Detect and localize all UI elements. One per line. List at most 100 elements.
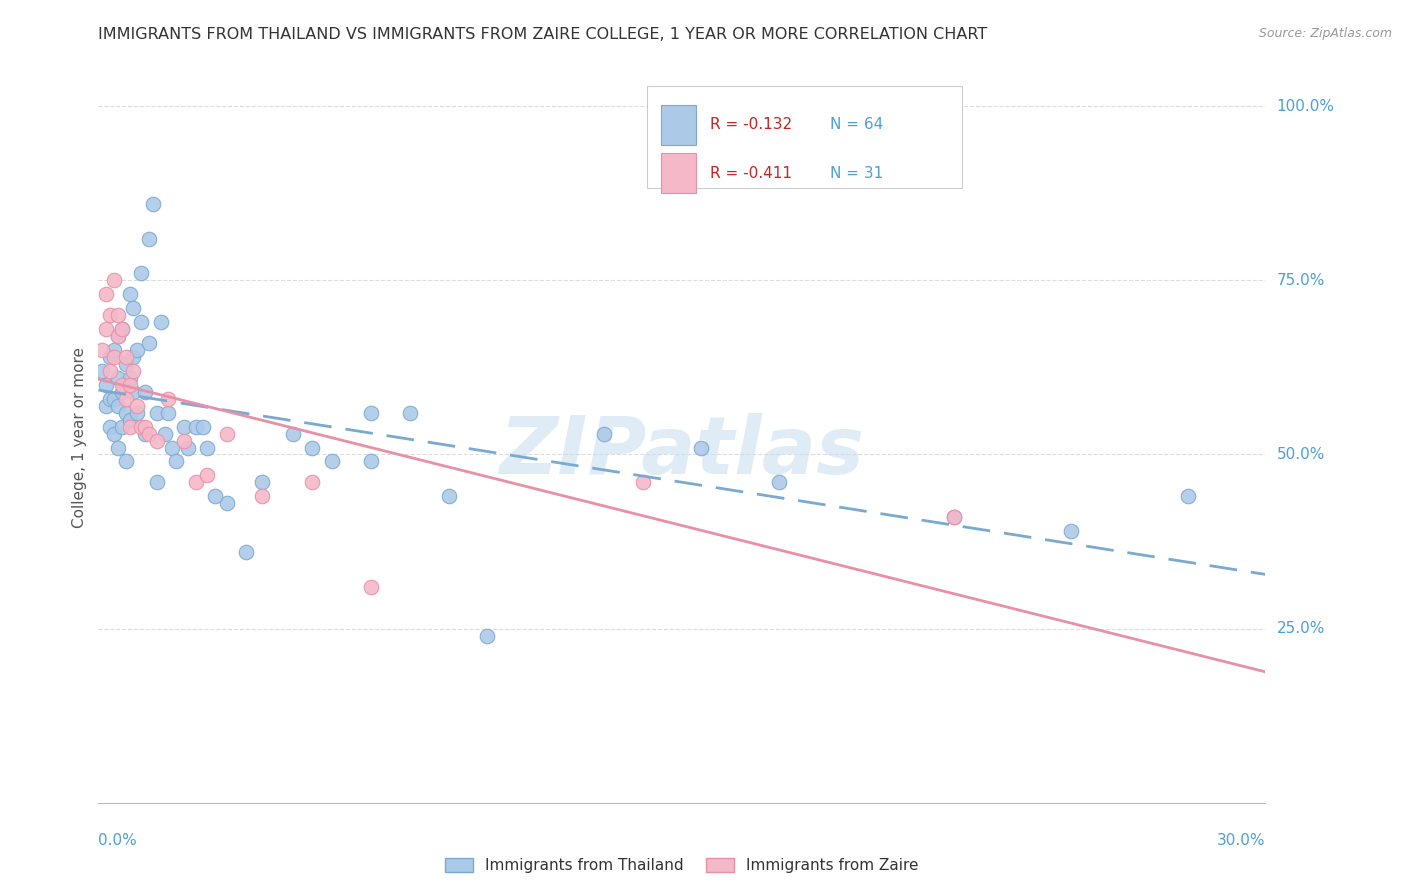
Point xyxy=(477,629,499,643)
Point xyxy=(142,196,165,211)
Point xyxy=(250,489,273,503)
Point xyxy=(111,322,134,336)
Point xyxy=(321,454,343,468)
Point xyxy=(98,392,121,406)
Point xyxy=(96,322,118,336)
Text: 100.0%: 100.0% xyxy=(1277,99,1334,113)
Point xyxy=(1177,489,1199,503)
Point xyxy=(111,377,134,392)
Point xyxy=(107,441,129,455)
Legend: Immigrants from Thailand, Immigrants from Zaire: Immigrants from Thailand, Immigrants fro… xyxy=(439,852,925,880)
Point xyxy=(184,419,207,434)
Point xyxy=(103,273,125,287)
Point xyxy=(157,392,180,406)
Y-axis label: College, 1 year or more: College, 1 year or more xyxy=(72,347,87,527)
Point xyxy=(235,545,257,559)
Point xyxy=(114,357,136,371)
Point xyxy=(165,454,187,468)
Point xyxy=(107,329,129,343)
Point xyxy=(162,441,184,455)
Point xyxy=(96,287,118,301)
Point xyxy=(281,426,304,441)
Point xyxy=(301,441,323,455)
Point xyxy=(398,406,420,420)
Point xyxy=(195,468,218,483)
Point xyxy=(98,350,121,364)
Point xyxy=(114,350,136,364)
Point xyxy=(138,336,160,351)
Point xyxy=(943,510,966,524)
Point xyxy=(943,510,966,524)
Point xyxy=(118,287,141,301)
Point xyxy=(360,580,382,594)
Point xyxy=(91,364,114,378)
Point xyxy=(195,441,218,455)
Text: 30.0%: 30.0% xyxy=(1218,833,1265,848)
Text: N = 64: N = 64 xyxy=(830,118,883,132)
Point xyxy=(184,475,207,490)
Point xyxy=(215,496,238,510)
Text: 25.0%: 25.0% xyxy=(1277,621,1324,636)
Point xyxy=(146,475,169,490)
Point xyxy=(127,343,149,357)
Point xyxy=(107,329,129,343)
FancyBboxPatch shape xyxy=(661,104,696,145)
Point xyxy=(111,419,134,434)
Point xyxy=(138,231,160,245)
Point xyxy=(118,377,141,392)
Point xyxy=(107,308,129,322)
Point xyxy=(103,426,125,441)
Text: ZIPatlas: ZIPatlas xyxy=(499,413,865,491)
Point xyxy=(173,419,195,434)
Point xyxy=(91,343,114,357)
Point xyxy=(204,489,226,503)
Point xyxy=(129,315,152,329)
Point xyxy=(127,406,149,420)
Point xyxy=(437,489,460,503)
Text: N = 31: N = 31 xyxy=(830,166,883,180)
Point xyxy=(107,371,129,385)
Point xyxy=(103,350,125,364)
Text: IMMIGRANTS FROM THAILAND VS IMMIGRANTS FROM ZAIRE COLLEGE, 1 YEAR OR MORE CORREL: IMMIGRANTS FROM THAILAND VS IMMIGRANTS F… xyxy=(98,27,987,42)
Text: R = -0.132: R = -0.132 xyxy=(710,118,792,132)
Point xyxy=(118,419,141,434)
Point xyxy=(301,475,323,490)
Text: 75.0%: 75.0% xyxy=(1277,273,1324,288)
Point xyxy=(134,419,156,434)
Point xyxy=(129,266,152,280)
FancyBboxPatch shape xyxy=(647,86,962,188)
Point xyxy=(153,426,176,441)
Point xyxy=(177,441,200,455)
Point xyxy=(103,343,125,357)
FancyBboxPatch shape xyxy=(661,153,696,194)
Point xyxy=(114,392,136,406)
Point xyxy=(215,426,238,441)
Point xyxy=(127,399,149,413)
Point xyxy=(114,454,136,468)
Point xyxy=(103,392,125,406)
Point xyxy=(1060,524,1083,538)
Point xyxy=(134,384,156,399)
Point xyxy=(193,419,215,434)
Point xyxy=(98,308,121,322)
Point xyxy=(129,419,152,434)
Point xyxy=(98,419,121,434)
Point xyxy=(149,315,172,329)
Point xyxy=(111,384,134,399)
Point xyxy=(146,434,169,448)
Point xyxy=(122,350,145,364)
Text: Source: ZipAtlas.com: Source: ZipAtlas.com xyxy=(1258,27,1392,40)
Text: 0.0%: 0.0% xyxy=(98,833,138,848)
Point xyxy=(138,426,160,441)
Point xyxy=(122,384,145,399)
Point xyxy=(768,475,790,490)
Point xyxy=(114,406,136,420)
Point xyxy=(134,426,156,441)
Point xyxy=(690,441,713,455)
Point xyxy=(96,399,118,413)
Point xyxy=(157,406,180,420)
Point xyxy=(107,399,129,413)
Point xyxy=(146,406,169,420)
Point xyxy=(118,412,141,426)
Text: R = -0.411: R = -0.411 xyxy=(710,166,792,180)
